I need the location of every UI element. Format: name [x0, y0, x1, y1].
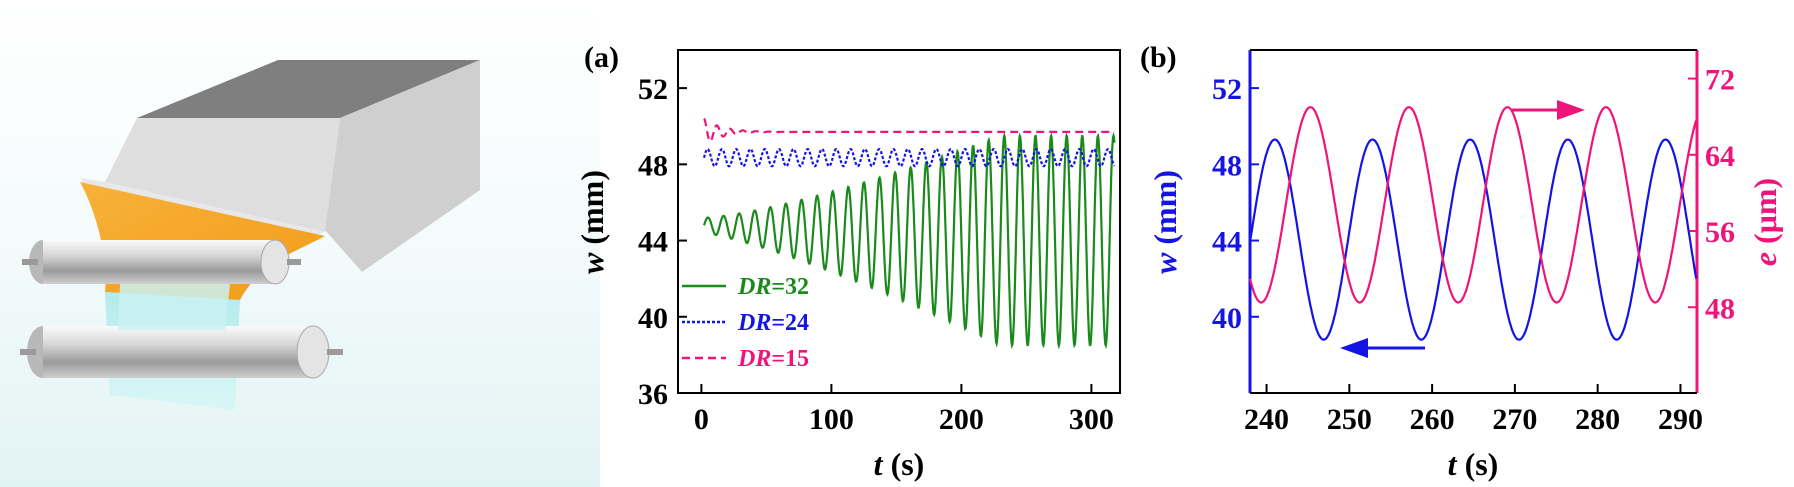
film-casting-illustration [0, 0, 600, 487]
chart-a-frame [677, 49, 1121, 394]
chart-b-series-line [1248, 106, 1698, 304]
chart-b-xlabel: t (s) [1448, 446, 1499, 482]
chart-b-xtick-label: 280 [1575, 403, 1620, 436]
chart-b-panel-label: (b) [1140, 41, 1177, 74]
upper-chill-roller [22, 239, 301, 285]
chart-a-series-line [702, 147, 1116, 168]
chart-b-ytick-left-label: 40 [1212, 302, 1242, 335]
chart-b-xtick-label: 240 [1244, 403, 1289, 436]
chart-b-ytick-right-label: 56 [1705, 216, 1735, 249]
chart-a-panel-label: (a) [584, 41, 619, 74]
chart-a-xtick-label: 200 [939, 403, 984, 436]
chart-a-series-line [703, 117, 1115, 143]
chart-b-ylabel-left: w (mm) [1147, 170, 1183, 274]
chart-b-xtick-label: 250 [1327, 403, 1372, 436]
die-top-face [137, 60, 480, 118]
die-front-face [105, 118, 340, 232]
arrow-to-right-axis [1512, 100, 1585, 120]
chart-a-ytick-label: 52 [638, 73, 668, 106]
chart-b-ytick-right-label: 48 [1705, 292, 1735, 325]
chart-a-xtick-label: 0 [694, 403, 709, 436]
arrow-to-left-axis [1340, 338, 1425, 358]
chart-a-ytick-label: 40 [638, 302, 668, 335]
chart-a-ytick-label: 48 [638, 149, 668, 182]
chart-a-legend-label: DR=15 [737, 346, 809, 372]
chart-a-series-line [702, 131, 1116, 350]
chart-b-series-line [1248, 138, 1698, 341]
chart-b-xtick-label: 290 [1658, 403, 1703, 436]
chart-b-ytick-left-label: 48 [1212, 149, 1242, 182]
chart-b-ytick-right-label: 72 [1705, 64, 1735, 97]
chart-a-xlabel: t (s) [874, 446, 925, 482]
chart-a-xtick-label: 300 [1069, 403, 1114, 436]
chart-b-xtick-label: 270 [1492, 403, 1537, 436]
chart-a-legend-label: DR=24 [737, 310, 809, 336]
chart-b-ytick-left-label: 52 [1212, 73, 1242, 106]
chart-a-ylabel: w (mm) [574, 170, 610, 274]
chart-a-xtick-label: 100 [809, 403, 854, 436]
chart-b-ylabel-right: e (μm) [1747, 178, 1783, 266]
die-lip [80, 178, 325, 236]
chart-b-xtick-label: 260 [1410, 403, 1455, 436]
chart-b-ytick-right-label: 64 [1705, 140, 1735, 173]
chart-a-ytick-label: 36 [638, 378, 668, 411]
chart-a-legend-label: DR=32 [737, 274, 809, 300]
chart-a-ytick-label: 44 [638, 226, 668, 259]
film-wrap [118, 284, 230, 330]
die-side-face [325, 60, 480, 272]
chart-b-ytick-left-label: 44 [1212, 226, 1242, 259]
lower-chill-roller [20, 325, 343, 379]
